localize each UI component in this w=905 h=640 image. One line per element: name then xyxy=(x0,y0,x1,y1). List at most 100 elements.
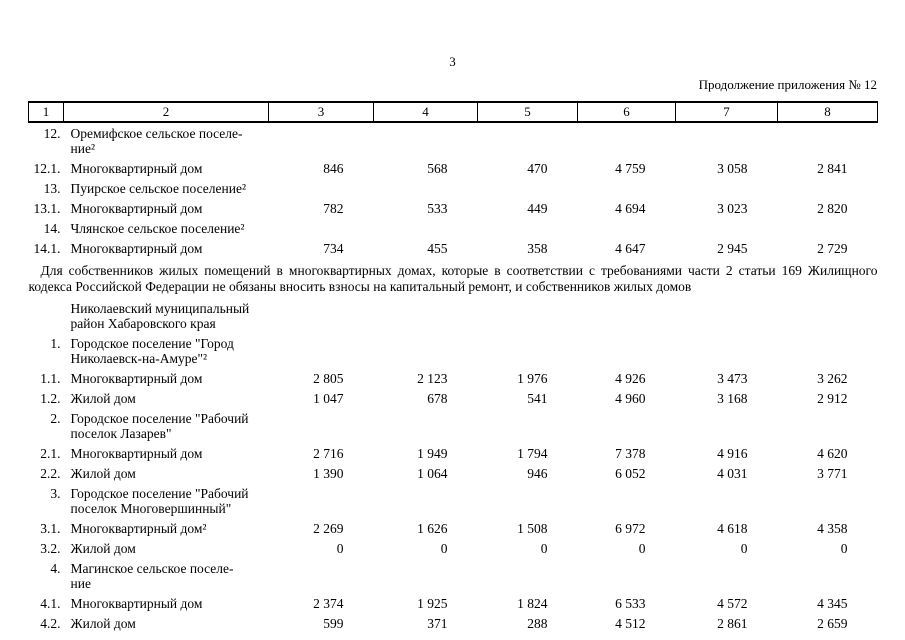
cell-value: 1 976 xyxy=(517,370,548,386)
cell-value: 782 xyxy=(323,200,344,216)
cell-value: 1 390 xyxy=(313,465,344,481)
row-number xyxy=(29,298,64,333)
cell-value: 2 374 xyxy=(313,595,344,611)
row-number: 2.1. xyxy=(40,445,61,461)
cell-value: 2 805 xyxy=(313,370,344,386)
cell-value: 0 xyxy=(740,540,748,556)
cell-value: 0 xyxy=(638,540,646,556)
row-number: 14.1. xyxy=(33,240,61,256)
cell-value: 1 925 xyxy=(417,595,448,611)
column-header-4: 4 xyxy=(373,101,478,123)
row-name: Жилой дом xyxy=(70,465,136,481)
cell-value: 371 xyxy=(427,615,448,631)
cell-value: 2 123 xyxy=(417,370,448,386)
table-row: 3.1. Многоквартирный дом² 2 269 1 626 1 508 6… xyxy=(29,518,878,538)
cell-value: 4 345 xyxy=(817,595,848,611)
cell-value: 2 269 xyxy=(313,520,344,536)
row-number: 13.1. xyxy=(33,200,61,216)
table-row: 2.1. Многоквартирный дом 2 716 1 949 1 794 7 … xyxy=(29,443,878,463)
cell-value: 2 945 xyxy=(717,240,748,256)
row-name: Магинское сельское поселе- ние xyxy=(70,560,234,591)
column-header-1: 1 xyxy=(28,101,64,123)
row-number: 3. xyxy=(50,485,61,501)
cell-value: 2 820 xyxy=(817,200,848,216)
cell-value: 455 xyxy=(427,240,448,256)
row-number: 1. xyxy=(50,335,61,351)
row-number: 4.2. xyxy=(40,615,61,631)
cell-value: 0 xyxy=(540,540,548,556)
cell-value: 4 618 xyxy=(717,520,748,536)
cell-value: 2 729 xyxy=(817,240,848,256)
cell-value: 4 916 xyxy=(717,445,748,461)
cell-value: 1 508 xyxy=(517,520,548,536)
column-header-8: 8 xyxy=(777,101,878,123)
row-number: 12. xyxy=(43,125,61,141)
row-number: 4.1. xyxy=(40,595,61,611)
continuation-label: Продолжение приложения № 12 xyxy=(698,77,877,92)
row-name: Многоквартирный дом² xyxy=(70,520,207,536)
cell-value: 1 949 xyxy=(417,445,448,461)
cell-value: 1 824 xyxy=(517,595,548,611)
cell-value: 4 031 xyxy=(717,465,748,481)
row-number: 1.2. xyxy=(40,390,61,406)
cell-value: 2 716 xyxy=(313,445,344,461)
cell-value: 4 572 xyxy=(717,595,748,611)
section-row: 4. Магинское сельское поселе- ние xyxy=(29,558,878,593)
column-header-5: 5 xyxy=(477,101,578,123)
cell-value: 846 xyxy=(323,160,344,176)
row-name: Многоквартирный дом xyxy=(70,370,203,386)
row-number: 2. xyxy=(50,410,61,426)
cell-value: 533 xyxy=(427,200,448,216)
cell-value: 4 694 xyxy=(615,200,646,216)
table-row: 12.1. Многоквартирный дом 846 568 470 4 759 3 … xyxy=(29,158,878,178)
cell-value: 7 378 xyxy=(615,445,646,461)
table-row: 14.1. Многоквартирный дом 734 455 358 4 647 2 … xyxy=(29,238,878,258)
column-header-6: 6 xyxy=(577,101,676,123)
row-name: Жилой дом xyxy=(70,540,136,556)
cell-value: 2 861 xyxy=(717,615,748,631)
row-name: Многоквартирный дом xyxy=(70,240,203,256)
cell-value: 4 620 xyxy=(817,445,848,461)
cell-value: 734 xyxy=(323,240,344,256)
cell-value: 6 533 xyxy=(615,595,646,611)
row-name: Многоквартирный дом xyxy=(70,445,203,461)
cell-value: 0 xyxy=(440,540,448,556)
row-name: Многоквартирный дом xyxy=(70,160,203,176)
cell-value: 2 659 xyxy=(817,615,848,631)
section-row: 13. Пуирское сельское поселение² xyxy=(29,178,878,198)
row-name: Пуирское сельское поселение² xyxy=(70,180,247,196)
column-header-3: 3 xyxy=(268,101,374,123)
cell-value: 4 926 xyxy=(615,370,646,386)
cell-value: 2 841 xyxy=(817,160,848,176)
cell-value: 568 xyxy=(427,160,448,176)
row-number: 4. xyxy=(50,560,61,576)
section-row: 3. Городское поселение "Рабочий поселок М… xyxy=(29,483,878,518)
column-header-7: 7 xyxy=(675,101,778,123)
cell-value: 1 626 xyxy=(417,520,448,536)
page-number: 3 xyxy=(449,54,456,69)
table-row: 13.1. Многоквартирный дом 782 533 449 4 694 3 … xyxy=(29,198,878,218)
cell-value: 3 262 xyxy=(817,370,848,386)
cell-value: 470 xyxy=(527,160,548,176)
row-number: 1.1. xyxy=(40,370,61,386)
cell-value: 6 972 xyxy=(615,520,646,536)
cell-value: 1 064 xyxy=(417,465,448,481)
cell-value: 4 358 xyxy=(817,520,848,536)
row-number: 2.2. xyxy=(40,465,61,481)
row-name: Городское поселение "Рабочий поселок Лаз… xyxy=(70,410,249,441)
section-row: 2. Городское поселение "Рабочий поселок Л… xyxy=(29,408,878,443)
row-name: Члянское сельское поселение² xyxy=(70,220,245,236)
row-number: 12.1. xyxy=(33,160,61,176)
table-row: 1.1. Многоквартирный дом 2 805 2 123 1 976 4 … xyxy=(29,368,878,388)
table-row: 1.2. Жилой дом 1 047 678 541 4 960 3 168 2 912 xyxy=(29,388,878,408)
row-name: Городское поселение "Город Николаевск-на… xyxy=(70,335,234,366)
cell-value: 3 058 xyxy=(717,160,748,176)
cell-value: 358 xyxy=(527,240,548,256)
row-name: Городское поселение "Рабочий поселок Мно… xyxy=(70,485,249,516)
cell-value: 3 473 xyxy=(717,370,748,386)
cell-value: 946 xyxy=(527,465,548,481)
row-name: Многоквартирный дом xyxy=(70,595,203,611)
cell-value: 4 759 xyxy=(615,160,646,176)
